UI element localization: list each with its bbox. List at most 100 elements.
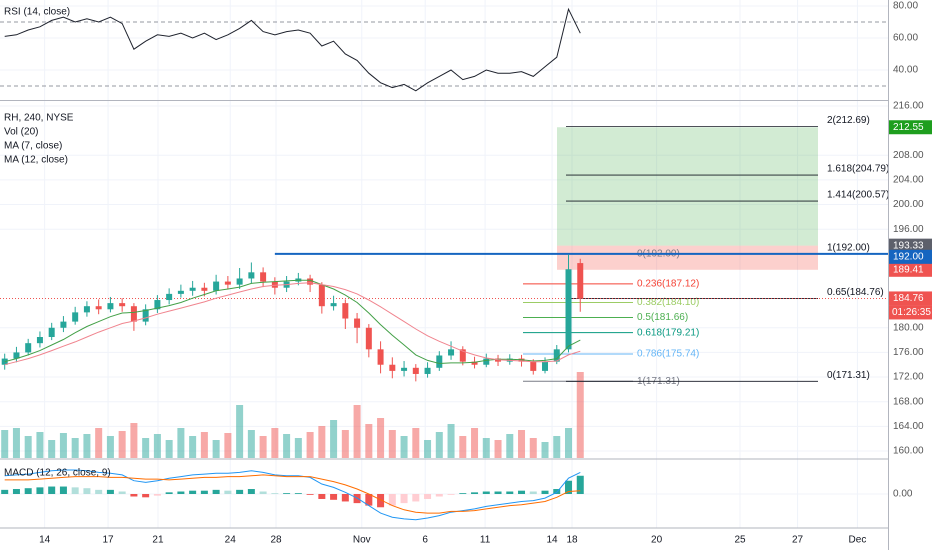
candle-body <box>436 355 443 368</box>
volume-bar <box>424 440 432 458</box>
x-tick-label: 25 <box>734 535 746 546</box>
macd-histogram-bar <box>424 494 432 499</box>
countdown-label: 01:26:35 <box>892 307 931 318</box>
candle-body <box>83 306 90 313</box>
y-tick-label: 204.00 <box>893 175 924 186</box>
candle-body <box>213 281 220 291</box>
volume-bar <box>48 440 56 458</box>
volume-bar <box>165 440 173 458</box>
volume-bar <box>353 405 361 458</box>
macd-histogram-bar <box>177 491 185 494</box>
volume-bar <box>1 430 9 458</box>
candle-body <box>365 327 372 350</box>
macd-histogram-bar <box>236 489 244 494</box>
macd-histogram-bar <box>224 490 232 494</box>
candle-body <box>530 361 537 371</box>
candle-body <box>271 281 278 288</box>
candle-body <box>48 327 55 338</box>
price-badge <box>889 291 932 306</box>
y-tick-label: 196.00 <box>893 224 924 235</box>
volume-bar <box>83 434 91 458</box>
fib-extension-label: 2(212.69) <box>827 115 870 126</box>
x-tick-label: 11 <box>480 535 491 546</box>
volume-bar <box>212 440 220 458</box>
y-tick-label: 176.00 <box>893 347 924 358</box>
macd-histogram-bar <box>71 487 79 494</box>
macd-histogram-bar <box>283 493 291 494</box>
candle-body <box>248 272 255 279</box>
x-tick-label: Nov <box>353 535 371 546</box>
volume-bar <box>306 432 314 458</box>
price-badge-label: 212.55 <box>893 122 924 133</box>
volume-bar <box>130 423 138 458</box>
candle-body <box>119 303 126 307</box>
macd-histogram-bar <box>565 480 573 494</box>
x-tick-label: 24 <box>225 535 237 546</box>
countdown-badge <box>889 305 932 320</box>
y-tick-label: 60.00 <box>893 33 918 44</box>
price-badge <box>889 120 932 135</box>
macd-histogram-bar <box>24 488 32 494</box>
candle-body <box>471 361 478 365</box>
macd-histogram-bar <box>318 494 326 499</box>
macd-histogram-bar <box>294 493 302 494</box>
y-tick-label: 180.00 <box>893 322 924 333</box>
candle-body <box>424 367 431 374</box>
candle-body <box>377 349 384 365</box>
volume-bar <box>565 428 573 458</box>
macd-histogram-bar <box>59 486 67 494</box>
candle-body <box>459 349 466 362</box>
candle-body <box>565 269 572 350</box>
macd-histogram-bar <box>48 486 56 494</box>
volume-bar <box>471 428 479 458</box>
candle-body <box>307 278 314 285</box>
candle-body <box>13 352 20 359</box>
macd-histogram-bar <box>130 494 138 497</box>
volume-bar <box>142 438 150 458</box>
volume-bar <box>541 442 549 458</box>
volume-bar <box>365 424 373 458</box>
moving-average <box>4 282 581 366</box>
volume-bar <box>71 438 79 458</box>
candle-body <box>36 337 43 344</box>
price-badge-label: 189.41 <box>893 264 924 275</box>
candle-body <box>224 281 231 285</box>
volume-bar <box>247 430 255 458</box>
candle-body <box>166 293 173 301</box>
candle-body <box>448 349 455 356</box>
x-tick-label: 17 <box>103 535 115 546</box>
volume-bar <box>177 428 185 458</box>
volume-bar <box>330 420 338 458</box>
macd-histogram-bar <box>377 494 385 508</box>
pane-title: MACD (12, 26, close, 9) <box>4 468 111 479</box>
candle-body <box>342 303 349 319</box>
fib-label: 0.5(181.66) <box>637 312 688 323</box>
fib-label: 0.786(175.74) <box>637 349 699 360</box>
macd-histogram-bar <box>200 490 208 494</box>
y-tick-label: 40.00 <box>893 65 918 76</box>
moving-average <box>4 279 581 365</box>
rsi-line <box>4 7 581 92</box>
macd-histogram-bar <box>36 487 44 494</box>
y-tick-label: 168.00 <box>893 396 924 407</box>
legend-entry: Vol (20) <box>4 127 38 138</box>
x-tick-label: 20 <box>651 535 663 546</box>
candle-body <box>25 343 32 353</box>
price-badge <box>889 249 932 264</box>
volume-bar <box>435 432 443 458</box>
volume-bar <box>518 430 526 458</box>
macd-histogram-bar <box>482 491 490 494</box>
candle-body <box>130 306 137 322</box>
candle-body <box>95 306 102 310</box>
candle-body <box>107 303 114 310</box>
volume-bar <box>200 432 208 458</box>
candle-body <box>201 287 208 291</box>
volume-bar <box>236 405 244 458</box>
macd-histogram-bar <box>83 488 91 494</box>
volume-bar <box>283 434 291 458</box>
candle-body <box>542 361 549 371</box>
macd-histogram-bar <box>106 489 114 494</box>
candle-body <box>330 303 337 307</box>
